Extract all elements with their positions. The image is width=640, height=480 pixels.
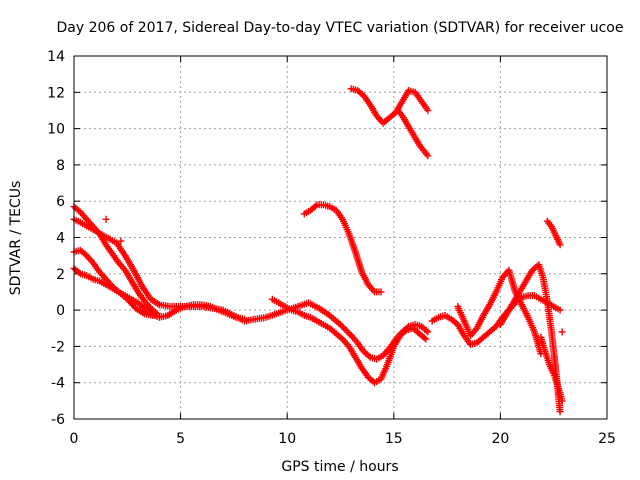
chart-title: Day 206 of 2017, Sidereal Day-to-day VTE… <box>57 20 624 36</box>
series-trace-e <box>268 295 430 387</box>
x-tick-label: 0 <box>70 431 79 447</box>
y-tick-label: 14 <box>47 49 65 65</box>
data-point <box>75 207 83 215</box>
y-tick-label: 6 <box>56 194 65 210</box>
data-point <box>424 328 432 336</box>
y-tick-label: -6 <box>51 412 65 428</box>
y-tick-label: 2 <box>56 267 65 283</box>
series-trace-h <box>394 106 432 160</box>
data-point <box>556 408 564 416</box>
x-tick-label: 20 <box>491 431 509 447</box>
x-axis-label: GPS time / hours <box>281 459 398 475</box>
data-point <box>377 288 385 296</box>
plot-frame <box>73 55 608 420</box>
y-tick-label: 8 <box>56 158 65 174</box>
data-point <box>401 327 409 335</box>
data-point <box>340 324 347 332</box>
grid <box>73 55 608 420</box>
data-point <box>344 328 352 336</box>
series-trace-m <box>543 217 564 249</box>
data-point <box>81 250 89 258</box>
series-trace-g <box>347 85 432 127</box>
x-tick-label: 5 <box>176 431 185 447</box>
x-tick-label: 10 <box>278 431 296 447</box>
y-tick-labels: -6 -4 -2 0 2 4 6 8 10 12 14 <box>47 49 65 428</box>
x-tick-labels: 0 5 10 15 20 25 <box>70 431 616 447</box>
y-tick-label: 10 <box>47 122 65 138</box>
data-point <box>337 334 345 342</box>
outlier-point <box>558 328 566 336</box>
y-tick-label: 0 <box>56 303 65 319</box>
y-axis-label: SDTVAR / TECUs <box>8 181 24 296</box>
x-tick-label: 15 <box>385 431 403 447</box>
outlier-point <box>102 215 110 223</box>
outlier-point <box>117 237 125 245</box>
data-point <box>556 241 564 249</box>
data-point <box>556 306 564 314</box>
data-marks <box>70 85 566 416</box>
data-point <box>75 268 83 276</box>
outlier-points <box>102 215 566 336</box>
y-tick-label: 12 <box>47 85 65 101</box>
series-trace-k <box>496 261 564 416</box>
data-point <box>241 315 249 323</box>
series-trace-b <box>70 246 249 323</box>
series-trace-d <box>70 203 161 318</box>
data-point <box>311 202 319 210</box>
data-point <box>422 327 430 334</box>
data-point <box>424 106 432 114</box>
data-point <box>420 334 428 342</box>
y-tick-label: -2 <box>51 339 65 355</box>
data-point <box>338 322 346 330</box>
data-point <box>346 330 354 338</box>
data-point <box>152 308 159 316</box>
data-point <box>424 152 432 160</box>
x-tick-label: 25 <box>598 431 616 447</box>
series-trace-l <box>537 333 566 405</box>
data-point <box>365 352 373 360</box>
data-point <box>153 310 161 318</box>
data-point <box>558 397 566 405</box>
y-tick-label: 4 <box>56 231 65 247</box>
data-point <box>422 335 430 343</box>
series-trace-j <box>454 266 545 358</box>
series-trace-f <box>300 201 385 296</box>
y-tick-label: -4 <box>51 376 65 392</box>
